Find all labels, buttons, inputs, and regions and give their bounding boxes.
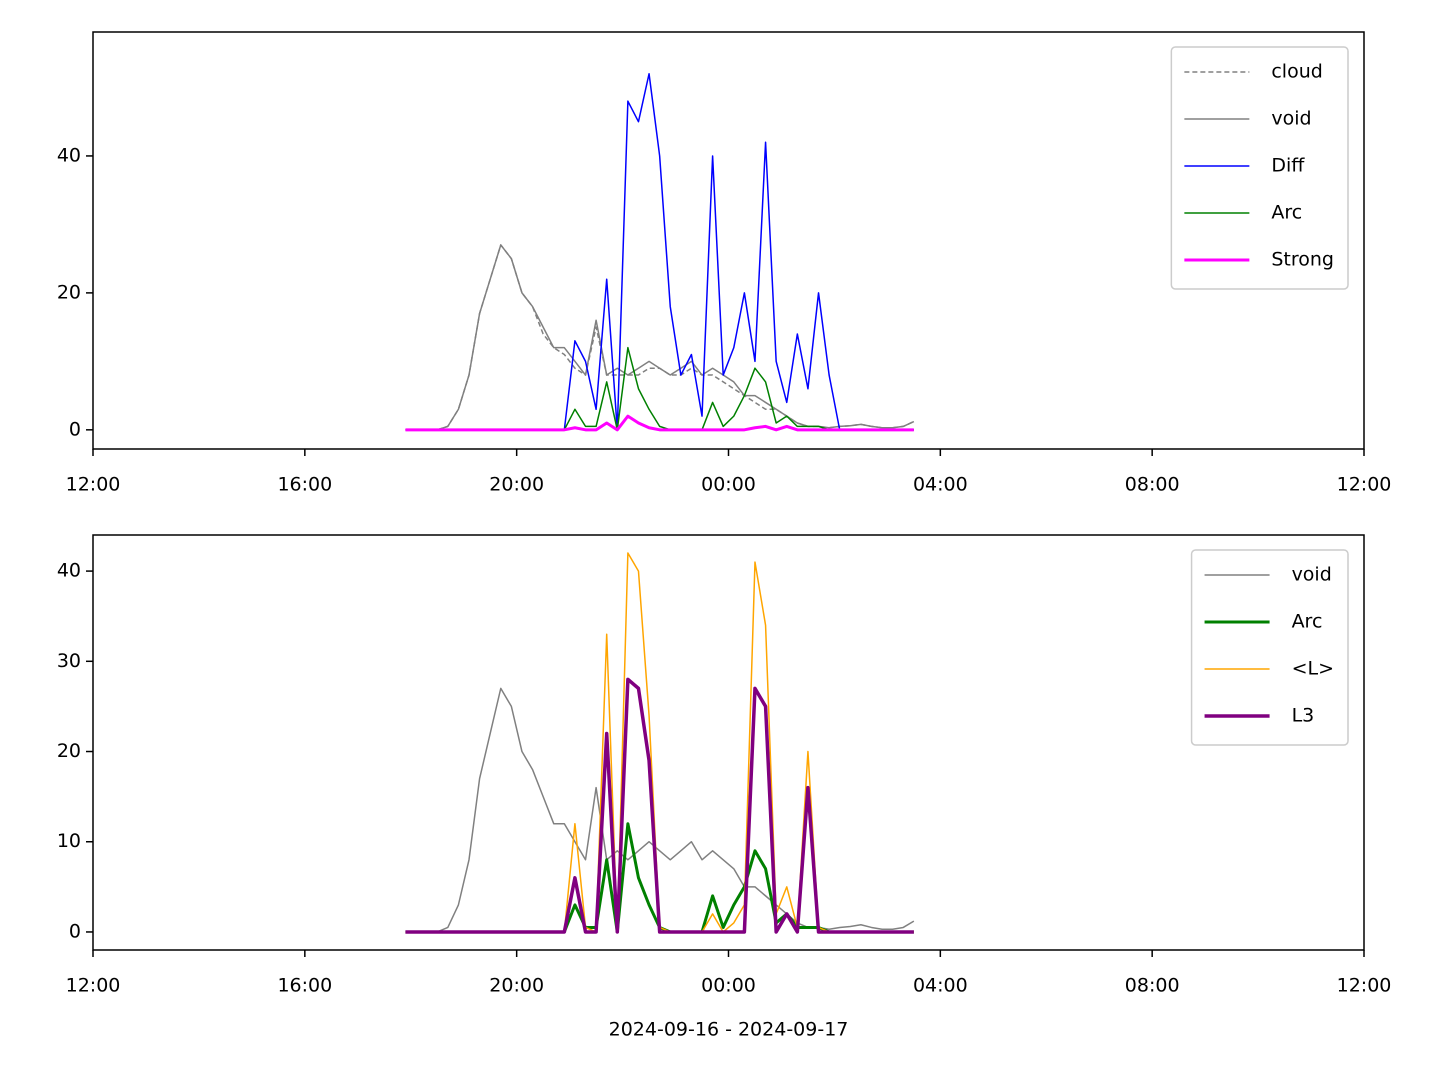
x-tick-label: 04:00 bbox=[913, 975, 968, 997]
x-tick-label: 12:00 bbox=[66, 975, 121, 997]
x-tick-label: 08:00 bbox=[1125, 474, 1180, 496]
y-tick-label: 20 bbox=[57, 281, 81, 303]
x-tick-label: 04:00 bbox=[913, 474, 968, 496]
legend-label: void bbox=[1271, 108, 1311, 130]
legend-label: void bbox=[1292, 564, 1332, 586]
y-tick-label: 0 bbox=[69, 418, 81, 440]
plot-area bbox=[405, 552, 915, 934]
series-line bbox=[405, 244, 915, 431]
legend-label: Arc bbox=[1292, 611, 1323, 633]
x-tick-label: 12:00 bbox=[1337, 975, 1392, 997]
x-axis-label: 2024-09-16 - 2024-09-17 bbox=[609, 1019, 849, 1041]
legend-label: cloud bbox=[1271, 61, 1322, 83]
series-line bbox=[405, 244, 915, 431]
y-tick-label: 30 bbox=[57, 650, 81, 672]
x-tick-label: 20:00 bbox=[489, 474, 544, 496]
legend: void Arc <L> L3 bbox=[1190, 549, 1349, 746]
series-line bbox=[405, 677, 914, 934]
legend-label: Strong bbox=[1271, 249, 1334, 271]
legend-label: Arc bbox=[1271, 202, 1302, 224]
x-tick-label: 08:00 bbox=[1125, 975, 1180, 997]
x-tick-label: 00:00 bbox=[701, 474, 756, 496]
series-line bbox=[405, 73, 914, 431]
y-tick-label: 40 bbox=[57, 144, 81, 166]
y-tick-label: 10 bbox=[57, 830, 81, 852]
series-line bbox=[405, 414, 914, 432]
x-tick-label: 16:00 bbox=[277, 474, 332, 496]
x-tick-label: 20:00 bbox=[489, 975, 544, 997]
y-tick-label: 20 bbox=[57, 740, 81, 762]
plot-area bbox=[405, 73, 915, 432]
y-tick-label: 40 bbox=[57, 560, 81, 582]
series-line bbox=[405, 552, 914, 933]
x-tick-label: 12:00 bbox=[66, 474, 121, 496]
legend-label: <L> bbox=[1292, 658, 1334, 680]
series-line bbox=[405, 687, 915, 933]
legend-label: Diff bbox=[1271, 155, 1305, 177]
x-tick-label: 12:00 bbox=[1337, 474, 1392, 496]
legend-box bbox=[1170, 46, 1349, 290]
axes-frame bbox=[92, 534, 1365, 951]
legend: cloud void Diff Arc Strong bbox=[1170, 46, 1349, 290]
x-tick-label: 16:00 bbox=[277, 975, 332, 997]
y-tick-label: 0 bbox=[69, 920, 81, 942]
legend-label: L3 bbox=[1292, 705, 1315, 727]
legend-box bbox=[1190, 549, 1349, 746]
x-tick-label: 00:00 bbox=[701, 975, 756, 997]
